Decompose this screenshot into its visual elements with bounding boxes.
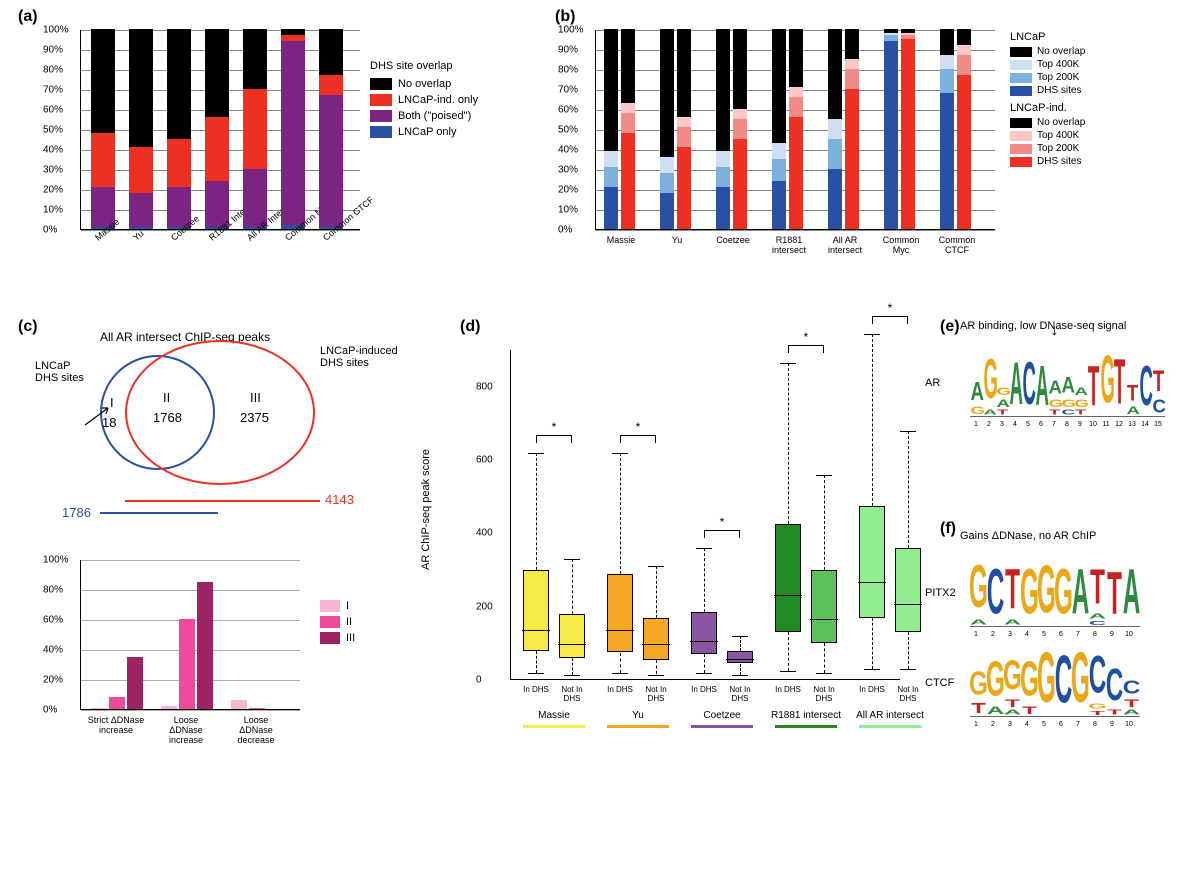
panel-e-title: AR binding, low DNase-seq signal <box>960 320 1190 332</box>
venn-num-III: 2375 <box>240 410 269 425</box>
venn-region-III: III <box>250 390 261 405</box>
legend-a-title: DHS site overlap <box>370 60 478 72</box>
venn-num-II: 1768 <box>153 410 182 425</box>
panel-a-legend: DHS site overlap No overlapLNCaP-ind. on… <box>370 60 478 142</box>
venn-diagram: LNCaP DHS sites LNCaP-induced DHS sites … <box>90 350 370 490</box>
panel-c-chart: 0%20%40%60%80%100%Strict ΔDNase increase… <box>80 560 300 710</box>
panel-a-chart: 0%10%20%30%40%50%60%70%80%90%100%MassieY… <box>80 30 360 230</box>
panel-e: AR binding, low DNase-seq signal AR GA1A… <box>940 320 1190 432</box>
panel-d-chart: 0200400600800 In DHS Not In DHS <box>510 350 900 680</box>
venn-right-label: LNCaP-induced DHS sites <box>320 345 400 369</box>
venn-arrow <box>80 400 115 430</box>
venn-line-red <box>125 500 320 502</box>
venn-line-blue <box>100 512 218 514</box>
panel-b-legend: LNCaPNo overlapTop 400KTop 200KDHS sites… <box>1010 25 1085 169</box>
panel-b-chart: 0%10%20%30%40%50%60%70%80%90%100%MassieY… <box>595 30 995 230</box>
panel-a: Percent of AR ChIP-seq peaks 0%10%20%30%… <box>20 10 500 290</box>
logo-name-ar: AR <box>925 377 940 389</box>
panel-f-title: Gains ΔDNase, no AR ChIP <box>960 530 1190 542</box>
panel-e-logo: AR GA1AG2TAG3A4C5A6TGA7CGA8TGA9T10G11T12… <box>970 342 1165 417</box>
venn-line-blue-num: 1786 <box>62 505 91 520</box>
panel-b: 0%10%20%30%40%50%60%70%80%90%100%MassieY… <box>555 10 1180 290</box>
panel-d: AR ChIP-seq peak score 0200400600800 In … <box>460 320 920 860</box>
venn-left-label: LNCaP DHS sites <box>35 360 85 384</box>
panel-c-legend: IIIIII <box>320 600 355 648</box>
venn-line-red-num: 4143 <box>325 492 354 507</box>
panel-c: All AR intersect ChIP-seq peaks LNCaP DH… <box>20 320 440 860</box>
panel-d-ytitle: AR ChIP-seq peak score <box>420 449 432 570</box>
venn-region-II: II <box>163 390 170 405</box>
panel-f: Gains ΔDNase, no AR ChIP PITX2AG1C2AT3G4… <box>940 530 1190 732</box>
